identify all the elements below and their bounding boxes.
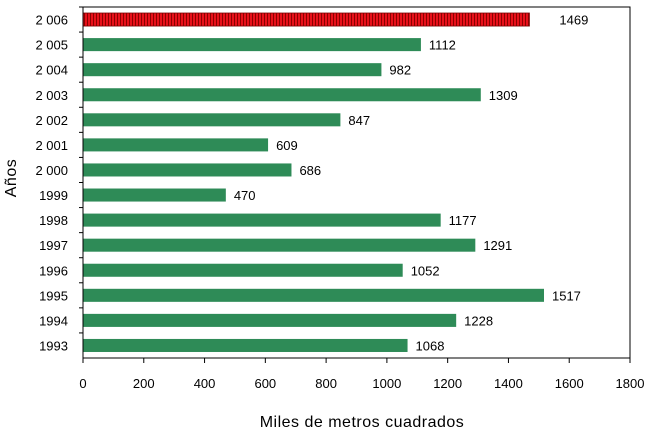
y-axis-ticks: 2 006 2 005 2 004 2 003 2 002 2 001 2 000 1999 1… (35, 6, 83, 353)
value-label: 1517 (552, 288, 581, 303)
x-tick-label: 1800 (616, 376, 645, 391)
bar-2000 (83, 163, 292, 177)
value-label: 1469 (559, 13, 588, 28)
bar-2005 (83, 38, 421, 52)
y-tick-label: 2 004 (35, 63, 68, 78)
value-label: 1228 (464, 313, 493, 328)
y-tick-label: 2 005 (35, 38, 68, 53)
value-label: 1112 (429, 38, 456, 53)
y-tick-label: 1997 (39, 238, 68, 253)
y-tick-label: 1994 (39, 313, 68, 328)
bar-1996 (83, 263, 403, 277)
plot-area-frame (82, 6, 631, 359)
bar-2001 (83, 138, 269, 152)
y-tick-label: 1996 (39, 263, 68, 278)
value-label: 1309 (489, 88, 518, 103)
y-axis-title: Años (3, 159, 20, 197)
bar-2002 (83, 113, 341, 127)
bar-1997 (83, 238, 476, 252)
x-axis-title: Miles de metros cuadrados (260, 414, 465, 431)
x-tick-label: 400 (194, 376, 216, 391)
x-axis-ticks: 0 200 400 600 800 1000 1200 1400 1600 1800 (79, 358, 644, 391)
x-tick-label: 1400 (494, 376, 523, 391)
bar-1999 (83, 188, 226, 202)
value-label: 609 (276, 138, 298, 153)
x-tick-label: 200 (133, 376, 155, 391)
bar-1995 (83, 288, 544, 302)
value-label: 847 (348, 113, 370, 128)
value-label: 982 (389, 63, 411, 78)
bar-1994 (83, 313, 457, 327)
bars-group (82, 12, 544, 352)
x-tick-label: 1200 (433, 376, 462, 391)
bar-1998 (83, 213, 441, 227)
bar-2006 (82, 12, 530, 27)
x-tick-label: 600 (254, 376, 276, 391)
bar-2003 (83, 88, 481, 102)
y-tick-label: 1993 (39, 338, 68, 353)
y-tick-label: 2 000 (35, 163, 68, 178)
y-tick-label: 1999 (39, 188, 68, 203)
y-tick-label: 1998 (39, 213, 68, 228)
y-tick-label: 2 001 (35, 138, 68, 153)
y-tick-label: 2 003 (35, 88, 68, 103)
y-tick-label: 2 006 (35, 13, 68, 28)
x-tick-label: 800 (315, 376, 337, 391)
bar-2004 (83, 63, 382, 77)
x-tick-label: 0 (79, 376, 86, 391)
x-tick-label: 1000 (372, 376, 401, 391)
value-label: 1291 (483, 238, 512, 253)
x-tick-label: 1600 (555, 376, 584, 391)
value-label: 470 (234, 188, 256, 203)
value-label: 1068 (416, 338, 445, 353)
y-tick-label: 1995 (39, 288, 68, 303)
y-tick-label: 2 002 (35, 113, 68, 128)
bar-1993 (83, 338, 408, 352)
value-label: 686 (299, 163, 321, 178)
value-label: 1177 (449, 213, 477, 228)
value-label: 1052 (411, 263, 440, 278)
